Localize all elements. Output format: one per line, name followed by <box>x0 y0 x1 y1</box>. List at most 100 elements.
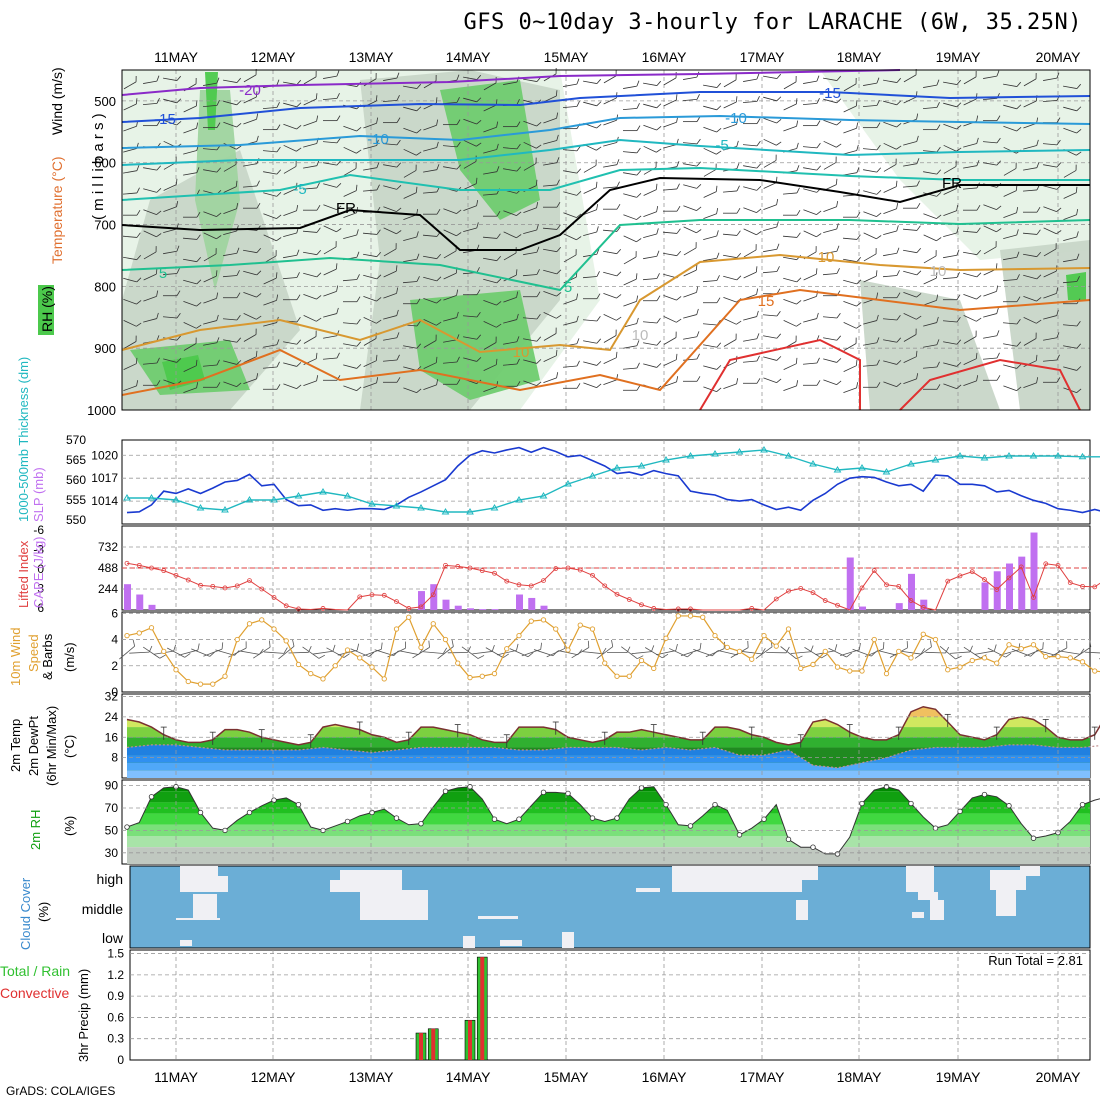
wind-barb <box>623 214 642 220</box>
rh-point <box>687 823 694 829</box>
precip-panel: 1.5 1.2 0.9 0.6 0.3 0 Total / Rain Convective… <box>0 947 1091 1067</box>
wind-barb <box>983 330 1000 339</box>
wind-barb <box>1023 73 1037 87</box>
wind-barb <box>543 372 559 384</box>
wind-barb <box>943 160 957 174</box>
li-tick: 6 <box>37 601 44 615</box>
wind-barb <box>363 317 382 324</box>
wind-barb <box>963 352 978 365</box>
wind-barb <box>423 254 442 260</box>
wind-barb <box>603 351 618 364</box>
surface-wind-barb <box>987 647 1012 658</box>
wind-barb <box>903 135 919 146</box>
wind-barb <box>223 337 242 343</box>
thickness-point <box>613 464 621 471</box>
thickness-point <box>907 460 915 467</box>
wind-barb <box>862 144 881 151</box>
wind-barb <box>823 223 839 234</box>
wind-barb <box>203 292 219 304</box>
top-date-label: 20MAY <box>1036 49 1082 65</box>
wind-barb <box>383 72 400 81</box>
contour-line <box>121 114 1091 149</box>
wind-barb <box>263 213 282 219</box>
wind-barb <box>903 373 919 385</box>
cloud-block <box>918 892 938 900</box>
wind-barb <box>223 121 242 128</box>
wind-barb <box>763 377 782 384</box>
temp-ylabel-d: (°C) <box>62 735 77 758</box>
cape-bar <box>859 606 866 610</box>
wind-speed-point <box>308 670 314 677</box>
cloud-block <box>1020 866 1040 876</box>
bottom-date-label: 15MAY <box>544 1069 590 1085</box>
wind-barb <box>243 313 262 320</box>
wind-barb <box>883 158 897 172</box>
wind-barb <box>623 273 638 286</box>
lifted-index-point <box>418 604 424 610</box>
wind-barb <box>883 142 902 150</box>
bottom-date-label: 12MAY <box>251 1069 297 1085</box>
wind-barb <box>903 328 917 342</box>
contour-label: FR <box>942 175 962 192</box>
wind-barb <box>583 382 602 389</box>
wind-barb <box>983 160 1002 166</box>
wind-barb <box>923 213 942 219</box>
wind-barb <box>603 203 621 210</box>
thickness-point <box>294 492 303 499</box>
wind-barb <box>843 359 858 372</box>
precip-convective-bar <box>431 1028 436 1060</box>
thickness-tick: 560 <box>66 473 86 487</box>
wind-barb <box>803 230 822 238</box>
wind-barb <box>703 230 719 241</box>
wind-barb <box>163 98 182 104</box>
wind-barb <box>463 74 482 80</box>
surface-wind-barb <box>925 646 950 654</box>
wind-speed-point <box>1030 642 1037 648</box>
wind-barb <box>483 358 498 371</box>
wind-barb <box>123 357 138 370</box>
wind-barb <box>243 248 262 254</box>
surface-wind-barb <box>644 647 669 659</box>
wind-barb <box>543 90 558 103</box>
wind-barb <box>683 242 697 256</box>
wind-speed-point <box>724 644 730 651</box>
upper-ytick: 800 <box>94 279 116 294</box>
wind-speed-point <box>442 636 449 643</box>
wind-barb <box>223 180 238 193</box>
surface-wind-barb <box>1099 645 1100 660</box>
wind-barb <box>142 357 160 365</box>
wind-barb <box>123 255 142 261</box>
wind-speed-point <box>185 678 191 685</box>
slp-tick: 1020 <box>91 448 118 462</box>
wind-barb <box>1003 229 1019 240</box>
wind-barb <box>403 186 418 199</box>
upper-ytick: 700 <box>94 218 116 233</box>
wind-barb <box>263 384 281 390</box>
wind-speed-point <box>651 665 657 672</box>
wind-barb <box>523 336 542 342</box>
slp-tick: 1017 <box>91 471 118 485</box>
wind-barb <box>163 200 179 212</box>
wind-barb <box>363 377 379 389</box>
temp-ylabel-b: 2m DewPt <box>26 716 41 776</box>
contour-label: 10 <box>632 327 649 344</box>
wind-barb <box>1023 332 1037 346</box>
wind-barb <box>343 341 362 347</box>
wind-barb <box>643 80 662 86</box>
wind-barb <box>223 292 241 299</box>
wind-barb <box>163 290 181 297</box>
lifted-index-point <box>602 583 608 589</box>
rh-point <box>908 800 914 807</box>
wind-barb <box>962 227 981 233</box>
surface-wind-barb <box>412 640 430 659</box>
wind-speed-point <box>430 621 436 627</box>
wind-barb <box>563 212 582 218</box>
wind-barb <box>823 119 842 126</box>
wind-barb <box>363 295 382 302</box>
contour-label: -10 <box>725 110 747 127</box>
cloud-block <box>770 866 818 880</box>
contour-label: -5 <box>293 181 306 198</box>
thickness-tick: 570 <box>66 433 86 447</box>
wind-tick: 4 <box>111 633 118 647</box>
wind-speed-point <box>675 613 681 619</box>
